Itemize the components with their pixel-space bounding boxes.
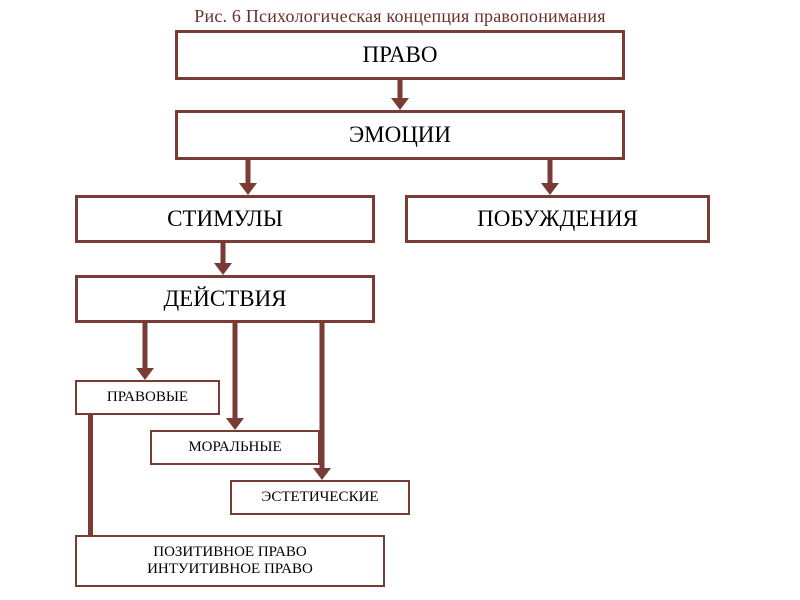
node-pravo: ПРАВО: [175, 30, 625, 80]
node-stimuly: СТИМУЛЫ: [75, 195, 375, 243]
arrow-emotsii-pobuzhdeniya: [540, 160, 560, 195]
node-pobuzhdeniya: ПОБУЖДЕНИЯ: [405, 195, 710, 243]
node-deystviya: ДЕЙСТВИЯ: [75, 275, 375, 323]
vline-pravovye: [88, 415, 93, 535]
arrow-deystviya-pravovye: [135, 323, 155, 380]
node-emotsii: ЭМОЦИИ: [175, 110, 625, 160]
arrow-deystviya-esteticheskie: [312, 323, 332, 480]
arrow-emotsii-stimuly: [238, 160, 258, 195]
node-pozitivnoe: ПОЗИТИВНОЕ ПРАВО ИНТУИТИВНОЕ ПРАВО: [75, 535, 385, 587]
node-esteticheskie: ЭСТЕТИЧЕСКИЕ: [230, 480, 410, 515]
node-pravovye: ПРАВОВЫЕ: [75, 380, 220, 415]
node-moralnye: МОРАЛЬНЫЕ: [150, 430, 320, 465]
diagram-title: Рис. 6 Психологическая концепция правопо…: [0, 6, 800, 27]
arrow-pravo-emotsii: [390, 80, 410, 110]
arrow-stimuly-deystviya: [213, 243, 233, 275]
arrow-deystviya-moralnye: [225, 323, 245, 430]
